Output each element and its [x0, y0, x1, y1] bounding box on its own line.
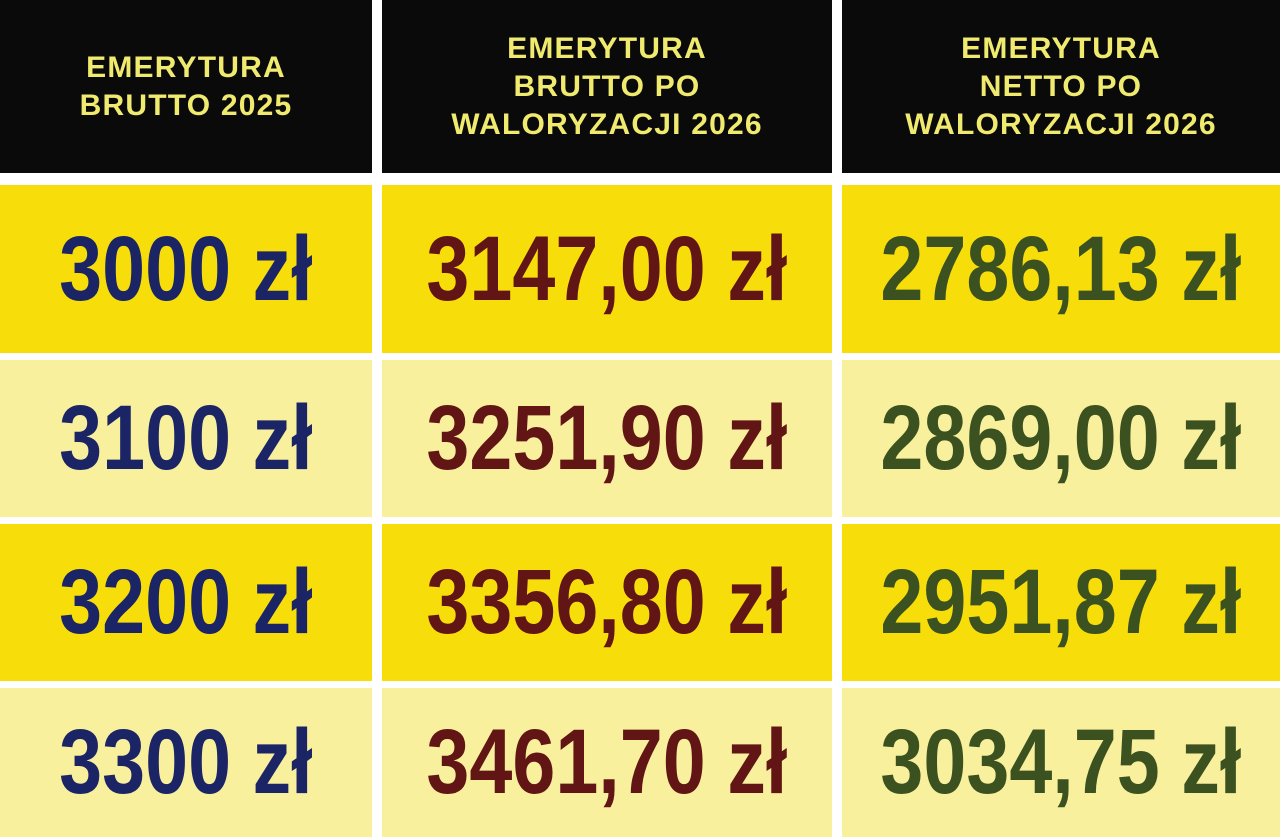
- header-line: WALORYZACJI 2026: [451, 107, 763, 141]
- header-emerytura-netto-po-waloryzacji-2026: EMERYTURA NETTO PO WALORYZACJI 2026: [842, 0, 1280, 173]
- cell-value: 3300 zł: [59, 711, 313, 813]
- cell-value: 3000 zł: [59, 217, 313, 320]
- cell-row4-brutto-2025: 3300 zł: [0, 688, 372, 837]
- table-row-4: 3300 zł 3461,70 zł 3034,75 zł: [0, 688, 1280, 837]
- cell-row2-brutto-po-waloryzacji: 3251,90 zł: [382, 360, 832, 517]
- cell-value: 3356,80 zł: [426, 551, 788, 653]
- header-line: NETTO PO: [979, 69, 1143, 103]
- cell-row2-netto-po-waloryzacji: 2869,00 zł: [842, 360, 1280, 517]
- header-line: WALORYZACJI 2026: [905, 107, 1217, 141]
- table-row-1: 3000 zł 3147,00 zł 2786,13 zł: [0, 185, 1280, 353]
- header-line: BRUTTO PO: [513, 69, 701, 103]
- cell-row4-brutto-po-waloryzacji: 3461,70 zł: [382, 688, 832, 837]
- cell-row3-brutto-2025: 3200 zł: [0, 524, 372, 681]
- cell-value: 3251,90 zł: [426, 387, 788, 489]
- cell-value: 2951,87 zł: [880, 551, 1242, 653]
- cell-row3-netto-po-waloryzacji: 2951,87 zł: [842, 524, 1280, 681]
- table-row-2: 3100 zł 3251,90 zł 2869,00 zł: [0, 360, 1280, 517]
- cell-row1-brutto-po-waloryzacji: 3147,00 zł: [382, 185, 832, 353]
- cell-row2-brutto-2025: 3100 zł: [0, 360, 372, 517]
- cell-value: 3100 zł: [59, 387, 313, 489]
- cell-row1-netto-po-waloryzacji: 2786,13 zł: [842, 185, 1280, 353]
- cell-value: 3147,00 zł: [426, 217, 788, 320]
- cell-value: 2869,00 zł: [880, 387, 1242, 489]
- header-line: EMERYTURA: [507, 31, 707, 65]
- cell-row3-brutto-po-waloryzacji: 3356,80 zł: [382, 524, 832, 681]
- table-header-row: EMERYTURA BRUTTO 2025 EMERYTURA BRUTTO P…: [0, 0, 1280, 173]
- header-line: BRUTTO 2025: [79, 88, 293, 122]
- cell-row4-netto-po-waloryzacji: 3034,75 zł: [842, 688, 1280, 837]
- cell-value: 2786,13 zł: [880, 217, 1242, 320]
- table-row-3: 3200 zł 3356,80 zł 2951,87 zł: [0, 524, 1280, 681]
- cell-value: 3200 zł: [59, 551, 313, 653]
- header-line: EMERYTURA: [961, 31, 1161, 65]
- header-line: EMERYTURA: [86, 50, 286, 84]
- cell-value: 3034,75 zł: [880, 711, 1242, 813]
- header-emerytura-brutto-po-waloryzacji-2026: EMERYTURA BRUTTO PO WALORYZACJI 2026: [382, 0, 832, 173]
- header-emerytura-brutto-2025: EMERYTURA BRUTTO 2025: [0, 0, 372, 173]
- cell-row1-brutto-2025: 3000 zł: [0, 185, 372, 353]
- cell-value: 3461,70 zł: [426, 711, 788, 813]
